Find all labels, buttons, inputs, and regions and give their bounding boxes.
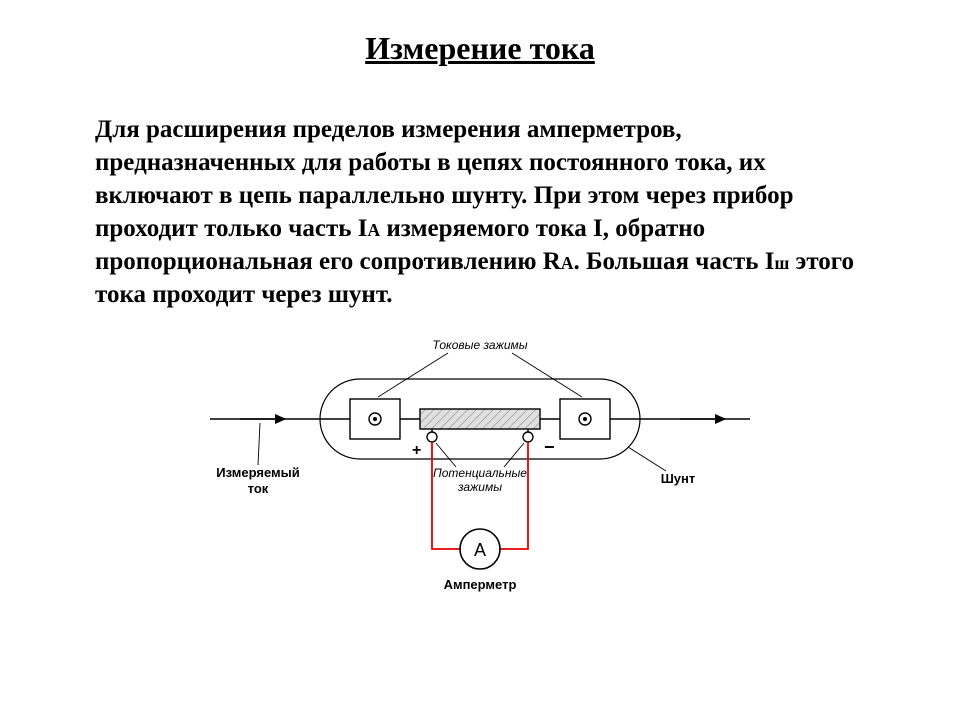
leader-current-left xyxy=(378,353,448,397)
right-potential-terminal xyxy=(523,432,533,442)
left-current-terminal-dot xyxy=(373,417,377,421)
shunt-circuit-diagram: + − А Токовые зажимы Потенциальные зажим… xyxy=(200,329,760,599)
ammeter-lead-right xyxy=(500,442,528,549)
shunt-resistor xyxy=(420,409,540,429)
ammeter-lead-left xyxy=(432,442,460,549)
label-measured-current-1: Измеряемый xyxy=(216,465,299,480)
diagram-container: + − А Токовые зажимы Потенциальные зажим… xyxy=(95,329,865,599)
leader-potential-left xyxy=(436,443,456,467)
label-ammeter: Амперметр xyxy=(444,577,517,592)
minus-label: − xyxy=(544,437,555,457)
label-current-terminals: Токовые зажимы xyxy=(432,338,527,352)
plus-label: + xyxy=(412,442,421,459)
label-shunt: Шунт xyxy=(661,471,696,486)
label-potential-terminals-2: зажимы xyxy=(457,480,502,494)
body-paragraph: Для расширения пределов измерения амперм… xyxy=(95,113,865,311)
leader-shunt xyxy=(628,447,666,471)
leader-measured-current xyxy=(258,423,260,465)
leader-current-right xyxy=(512,353,582,397)
label-measured-current-2: ток xyxy=(248,481,269,496)
leader-potential-right xyxy=(504,443,524,467)
label-potential-terminals-1: Потенциальные xyxy=(433,466,527,480)
page-title: Измерение тока xyxy=(95,30,865,67)
right-current-terminal-dot xyxy=(583,417,587,421)
ammeter-letter: А xyxy=(474,540,486,560)
left-potential-terminal xyxy=(427,432,437,442)
